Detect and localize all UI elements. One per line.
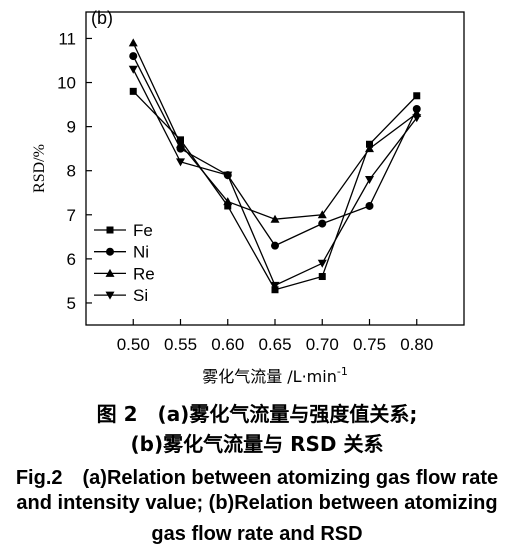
legend-label: Si (133, 286, 148, 305)
marker-triangle-down (176, 158, 185, 167)
series-re (128, 38, 422, 223)
marker-triangle-up (176, 139, 185, 148)
x-tick-label: 0.80 (400, 335, 433, 354)
marker-triangle-down (365, 176, 374, 185)
series-line-re (132, 42, 418, 220)
legend-item-ni: Ni (94, 243, 149, 262)
y-tick-label: 8 (67, 162, 76, 181)
legend-item-re: Re (94, 264, 155, 283)
x-tick-label: 0.55 (164, 335, 197, 354)
marker-triangle-down (317, 259, 327, 268)
marker-triangle-up (270, 214, 280, 223)
y-tick-label: 6 (67, 250, 76, 269)
marker-triangle-down (223, 171, 233, 180)
series-si (128, 65, 422, 290)
x-tick-label: 0.70 (306, 335, 339, 354)
legend-item-si: Si (94, 286, 148, 305)
marker-triangle-down (412, 114, 422, 123)
legend-item-fe: Fe (94, 221, 153, 240)
y-tick-label: 7 (67, 206, 76, 225)
caption-en-line-2: and intensity value; (b)Relation between… (16, 492, 498, 514)
caption-zh-line-1: 图 2 (a)雾化气流量与强度值关系; (96, 402, 418, 426)
marker-square (106, 226, 114, 234)
series-line-si (132, 69, 418, 287)
marker-square (224, 202, 232, 210)
marker-triangle-down (128, 65, 138, 74)
y-tick-label: 10 (57, 74, 76, 93)
y-axis-label: RSD/% (31, 144, 48, 193)
marker-triangle-up (365, 144, 374, 153)
x-tick-label: 0.50 (117, 335, 150, 354)
marker-circle (271, 241, 279, 250)
marker-square (129, 87, 137, 95)
legend-label: Re (133, 264, 155, 283)
marker-circle (106, 247, 114, 256)
rsd-line-chart: 5 6 7 8 9 10 11 0.50 0.55 0.60 0.65 0.70 0.75 0.80 Fe… (31, 8, 465, 386)
marker-triangle-up (317, 210, 327, 219)
marker-triangle-down (105, 291, 115, 300)
x-axis-label: 雾化气流量 /L·min-1 (202, 365, 348, 386)
marker-square (318, 273, 326, 281)
x-tick-label: 0.75 (353, 335, 386, 354)
y-tick-label: 5 (67, 294, 76, 313)
marker-triangle-up (105, 268, 115, 277)
series-line-fe (132, 90, 418, 291)
marker-square (413, 92, 421, 100)
marker-circle (365, 201, 374, 210)
marker-triangle-up (223, 197, 233, 206)
y-tick-label: 9 (67, 118, 76, 137)
panel-label: (b) (91, 8, 113, 28)
caption-zh-line-2: (b)雾化气流量与 RSD 关系 (130, 432, 384, 456)
caption-en-line-3: gas flow rate and RSD (151, 523, 363, 545)
x-tick-label: 0.65 (258, 335, 291, 354)
legend-label: Ni (133, 243, 149, 262)
marker-triangle-down (270, 281, 280, 290)
marker-triangle-up (128, 38, 138, 47)
legend-label: Fe (133, 221, 153, 240)
y-tick-label: 11 (58, 29, 76, 48)
x-tick-label: 0.60 (211, 335, 244, 354)
marker-circle (129, 52, 138, 61)
caption-en-line-1: Fig.2 (a)Relation between atomizing gas … (15, 467, 499, 489)
marker-circle (318, 219, 327, 228)
